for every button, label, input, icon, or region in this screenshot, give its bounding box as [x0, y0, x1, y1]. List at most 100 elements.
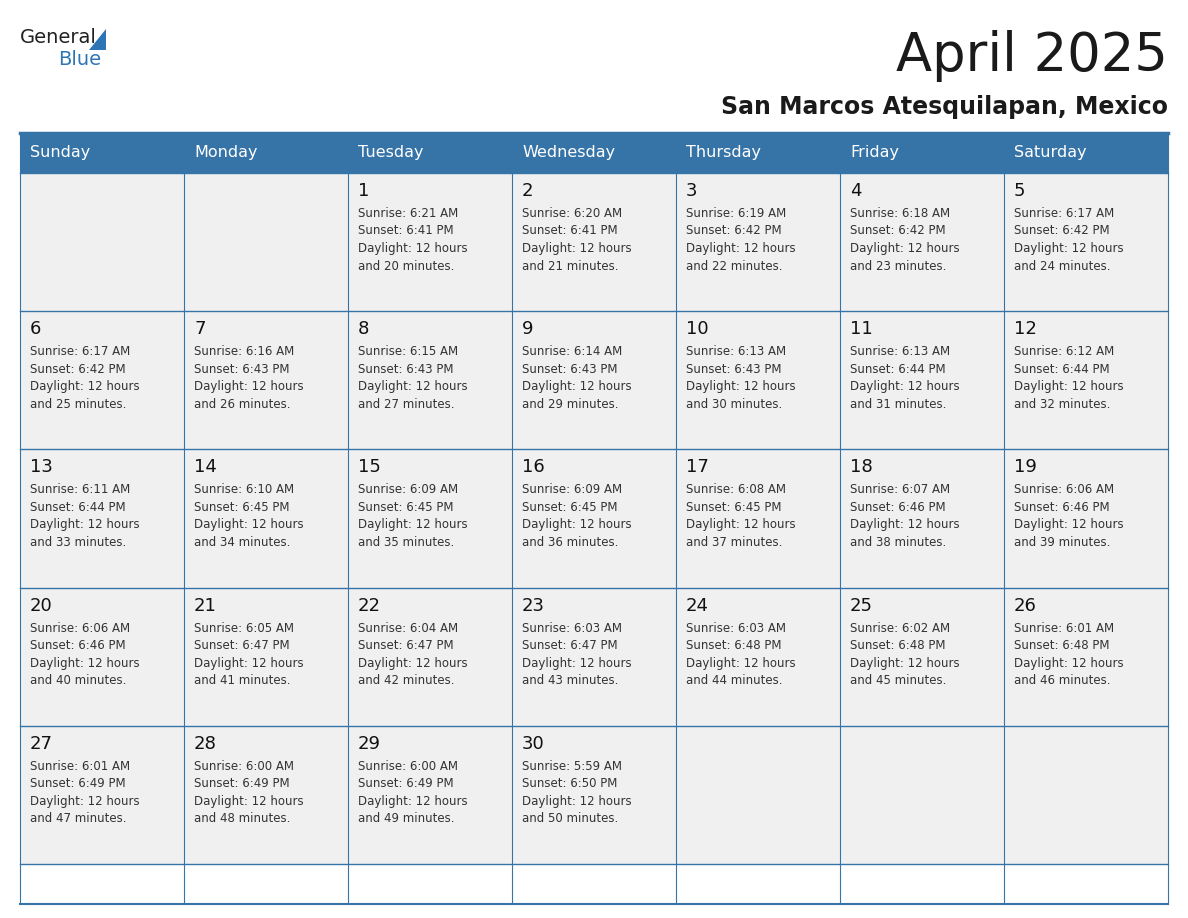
Text: Sunrise: 6:02 AM
Sunset: 6:48 PM
Daylight: 12 hours
and 45 minutes.: Sunrise: 6:02 AM Sunset: 6:48 PM Dayligh… — [849, 621, 960, 687]
Text: 17: 17 — [685, 458, 709, 476]
Text: Sunrise: 6:10 AM
Sunset: 6:45 PM
Daylight: 12 hours
and 34 minutes.: Sunrise: 6:10 AM Sunset: 6:45 PM Dayligh… — [194, 484, 304, 549]
Text: 2: 2 — [522, 182, 533, 200]
Text: 25: 25 — [849, 597, 873, 614]
Bar — [1004, 133, 1168, 173]
Bar — [676, 726, 840, 864]
Text: Sunrise: 6:17 AM
Sunset: 6:42 PM
Daylight: 12 hours
and 25 minutes.: Sunrise: 6:17 AM Sunset: 6:42 PM Dayligh… — [30, 345, 140, 410]
Bar — [840, 450, 1004, 588]
Bar — [512, 173, 676, 311]
Text: Sunrise: 5:59 AM
Sunset: 6:50 PM
Daylight: 12 hours
and 50 minutes.: Sunrise: 5:59 AM Sunset: 6:50 PM Dayligh… — [522, 760, 632, 825]
Text: 6: 6 — [30, 320, 42, 338]
Bar — [348, 133, 512, 173]
Text: Friday: Friday — [849, 145, 899, 161]
Bar — [512, 133, 676, 173]
Bar — [512, 311, 676, 450]
Text: Wednesday: Wednesday — [522, 145, 615, 161]
Text: 13: 13 — [30, 458, 53, 476]
Bar — [840, 173, 1004, 311]
Bar — [20, 173, 184, 311]
Bar — [184, 173, 348, 311]
Text: 9: 9 — [522, 320, 533, 338]
Text: Sunrise: 6:15 AM
Sunset: 6:43 PM
Daylight: 12 hours
and 27 minutes.: Sunrise: 6:15 AM Sunset: 6:43 PM Dayligh… — [358, 345, 468, 410]
Bar — [840, 133, 1004, 173]
Text: 11: 11 — [849, 320, 873, 338]
Text: Tuesday: Tuesday — [358, 145, 423, 161]
Text: Sunday: Sunday — [30, 145, 90, 161]
Text: 21: 21 — [194, 597, 217, 614]
Bar — [840, 726, 1004, 864]
Text: Sunrise: 6:01 AM
Sunset: 6:49 PM
Daylight: 12 hours
and 47 minutes.: Sunrise: 6:01 AM Sunset: 6:49 PM Dayligh… — [30, 760, 140, 825]
Text: Sunrise: 6:06 AM
Sunset: 6:46 PM
Daylight: 12 hours
and 39 minutes.: Sunrise: 6:06 AM Sunset: 6:46 PM Dayligh… — [1015, 484, 1124, 549]
Text: Sunrise: 6:13 AM
Sunset: 6:44 PM
Daylight: 12 hours
and 31 minutes.: Sunrise: 6:13 AM Sunset: 6:44 PM Dayligh… — [849, 345, 960, 410]
Bar — [1004, 450, 1168, 588]
Text: Monday: Monday — [194, 145, 258, 161]
Bar — [348, 588, 512, 726]
Text: 29: 29 — [358, 734, 381, 753]
Text: Sunrise: 6:06 AM
Sunset: 6:46 PM
Daylight: 12 hours
and 40 minutes.: Sunrise: 6:06 AM Sunset: 6:46 PM Dayligh… — [30, 621, 140, 687]
Bar — [676, 133, 840, 173]
Bar — [348, 450, 512, 588]
Text: Sunrise: 6:18 AM
Sunset: 6:42 PM
Daylight: 12 hours
and 23 minutes.: Sunrise: 6:18 AM Sunset: 6:42 PM Dayligh… — [849, 207, 960, 273]
Bar — [676, 311, 840, 450]
Text: Sunrise: 6:08 AM
Sunset: 6:45 PM
Daylight: 12 hours
and 37 minutes.: Sunrise: 6:08 AM Sunset: 6:45 PM Dayligh… — [685, 484, 796, 549]
Text: 7: 7 — [194, 320, 206, 338]
Text: Sunrise: 6:09 AM
Sunset: 6:45 PM
Daylight: 12 hours
and 36 minutes.: Sunrise: 6:09 AM Sunset: 6:45 PM Dayligh… — [522, 484, 632, 549]
Bar — [184, 133, 348, 173]
Text: 23: 23 — [522, 597, 545, 614]
Bar — [1004, 588, 1168, 726]
Bar — [184, 450, 348, 588]
Text: Sunrise: 6:11 AM
Sunset: 6:44 PM
Daylight: 12 hours
and 33 minutes.: Sunrise: 6:11 AM Sunset: 6:44 PM Dayligh… — [30, 484, 140, 549]
Text: 22: 22 — [358, 597, 381, 614]
Bar — [512, 450, 676, 588]
Text: 16: 16 — [522, 458, 545, 476]
Bar — [1004, 311, 1168, 450]
Text: Sunrise: 6:09 AM
Sunset: 6:45 PM
Daylight: 12 hours
and 35 minutes.: Sunrise: 6:09 AM Sunset: 6:45 PM Dayligh… — [358, 484, 468, 549]
Text: 24: 24 — [685, 597, 709, 614]
Text: Sunrise: 6:00 AM
Sunset: 6:49 PM
Daylight: 12 hours
and 48 minutes.: Sunrise: 6:00 AM Sunset: 6:49 PM Dayligh… — [194, 760, 304, 825]
Text: Sunrise: 6:21 AM
Sunset: 6:41 PM
Daylight: 12 hours
and 20 minutes.: Sunrise: 6:21 AM Sunset: 6:41 PM Dayligh… — [358, 207, 468, 273]
Bar — [20, 133, 184, 173]
Bar — [512, 588, 676, 726]
Text: 27: 27 — [30, 734, 53, 753]
Text: Sunrise: 6:04 AM
Sunset: 6:47 PM
Daylight: 12 hours
and 42 minutes.: Sunrise: 6:04 AM Sunset: 6:47 PM Dayligh… — [358, 621, 468, 687]
Bar — [1004, 726, 1168, 864]
Polygon shape — [89, 28, 106, 50]
Text: Sunrise: 6:12 AM
Sunset: 6:44 PM
Daylight: 12 hours
and 32 minutes.: Sunrise: 6:12 AM Sunset: 6:44 PM Dayligh… — [1015, 345, 1124, 410]
Text: Sunrise: 6:07 AM
Sunset: 6:46 PM
Daylight: 12 hours
and 38 minutes.: Sunrise: 6:07 AM Sunset: 6:46 PM Dayligh… — [849, 484, 960, 549]
Text: 28: 28 — [194, 734, 217, 753]
Text: 18: 18 — [849, 458, 873, 476]
Bar — [512, 726, 676, 864]
Bar — [1004, 173, 1168, 311]
Text: 30: 30 — [522, 734, 545, 753]
Text: Sunrise: 6:16 AM
Sunset: 6:43 PM
Daylight: 12 hours
and 26 minutes.: Sunrise: 6:16 AM Sunset: 6:43 PM Dayligh… — [194, 345, 304, 410]
Text: Sunrise: 6:03 AM
Sunset: 6:48 PM
Daylight: 12 hours
and 44 minutes.: Sunrise: 6:03 AM Sunset: 6:48 PM Dayligh… — [685, 621, 796, 687]
Text: Sunrise: 6:17 AM
Sunset: 6:42 PM
Daylight: 12 hours
and 24 minutes.: Sunrise: 6:17 AM Sunset: 6:42 PM Dayligh… — [1015, 207, 1124, 273]
Bar — [20, 311, 184, 450]
Bar — [676, 173, 840, 311]
Text: Sunrise: 6:19 AM
Sunset: 6:42 PM
Daylight: 12 hours
and 22 minutes.: Sunrise: 6:19 AM Sunset: 6:42 PM Dayligh… — [685, 207, 796, 273]
Bar — [676, 588, 840, 726]
Text: 8: 8 — [358, 320, 369, 338]
Text: Sunrise: 6:01 AM
Sunset: 6:48 PM
Daylight: 12 hours
and 46 minutes.: Sunrise: 6:01 AM Sunset: 6:48 PM Dayligh… — [1015, 621, 1124, 687]
Text: Sunrise: 6:05 AM
Sunset: 6:47 PM
Daylight: 12 hours
and 41 minutes.: Sunrise: 6:05 AM Sunset: 6:47 PM Dayligh… — [194, 621, 304, 687]
Text: Sunrise: 6:14 AM
Sunset: 6:43 PM
Daylight: 12 hours
and 29 minutes.: Sunrise: 6:14 AM Sunset: 6:43 PM Dayligh… — [522, 345, 632, 410]
Text: 14: 14 — [194, 458, 217, 476]
Text: 5: 5 — [1015, 182, 1025, 200]
Bar — [676, 450, 840, 588]
Bar — [20, 450, 184, 588]
Bar — [348, 173, 512, 311]
Bar — [20, 588, 184, 726]
Text: 3: 3 — [685, 182, 697, 200]
Text: 19: 19 — [1015, 458, 1037, 476]
Bar — [840, 311, 1004, 450]
Bar — [184, 726, 348, 864]
Text: 20: 20 — [30, 597, 52, 614]
Text: Blue: Blue — [58, 50, 101, 70]
Text: Sunrise: 6:03 AM
Sunset: 6:47 PM
Daylight: 12 hours
and 43 minutes.: Sunrise: 6:03 AM Sunset: 6:47 PM Dayligh… — [522, 621, 632, 687]
Bar — [184, 588, 348, 726]
Text: 1: 1 — [358, 182, 369, 200]
Text: 4: 4 — [849, 182, 861, 200]
Text: Sunrise: 6:00 AM
Sunset: 6:49 PM
Daylight: 12 hours
and 49 minutes.: Sunrise: 6:00 AM Sunset: 6:49 PM Dayligh… — [358, 760, 468, 825]
Text: Thursday: Thursday — [685, 145, 762, 161]
Text: Sunrise: 6:20 AM
Sunset: 6:41 PM
Daylight: 12 hours
and 21 minutes.: Sunrise: 6:20 AM Sunset: 6:41 PM Dayligh… — [522, 207, 632, 273]
